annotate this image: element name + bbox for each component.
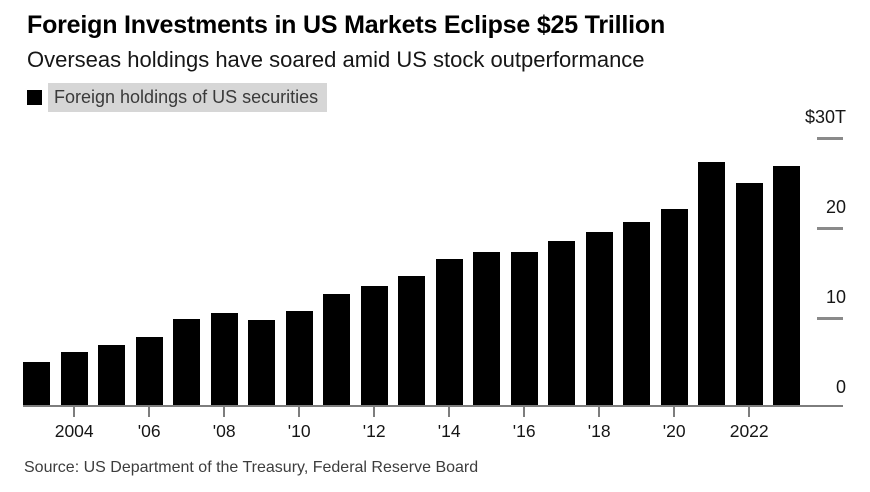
bar-2006: [135, 336, 163, 406]
axis-baseline: [23, 405, 843, 407]
bar-2008: [210, 313, 238, 406]
source-note: Source: US Department of the Treasury, F…: [24, 459, 479, 476]
bar-2023: [773, 165, 801, 406]
x-axis-tick-2004: [73, 407, 76, 417]
bar-2009: [248, 319, 276, 406]
x-axis-label-2022: 2022: [729, 421, 769, 441]
x-axis-tick-2014: [448, 407, 451, 417]
x-axis-label-2014: '14: [437, 421, 461, 441]
x-axis-tick-2010: [298, 407, 301, 417]
page-subtitle: Overseas holdings have soared amid US st…: [27, 47, 645, 72]
y-axis-label-30: $30T: [804, 107, 846, 127]
x-axis-tick-2018: [598, 407, 601, 417]
bar-2014: [435, 259, 463, 406]
bar-2020: [660, 208, 688, 406]
bar-2012: [360, 286, 388, 406]
y-axis-label-20: 20: [825, 197, 846, 217]
x-axis-label-2020: '20: [662, 421, 686, 441]
bar-2003: [23, 361, 51, 406]
bar-2021: [698, 162, 726, 406]
bar-2017: [548, 241, 576, 406]
bar-2016: [510, 252, 538, 406]
y-axis-tick-30: [817, 137, 843, 140]
x-axis-label-2016: '16: [512, 421, 536, 441]
bar-2005: [98, 344, 126, 406]
bar-2007: [173, 318, 201, 406]
x-axis-label-2006: '06: [137, 421, 161, 441]
x-axis-tick-2012: [373, 407, 376, 417]
x-axis-label-2004: 2004: [54, 421, 94, 441]
bar-2019: [623, 222, 651, 406]
bar-2010: [285, 310, 313, 406]
page-title: Foreign Investments in US Markets Eclips…: [27, 11, 666, 39]
x-axis-tick-2022: [748, 407, 751, 417]
bar-2013: [398, 276, 426, 406]
y-axis-label-10: 10: [825, 287, 846, 307]
x-axis-tick-2008: [223, 407, 226, 417]
y-axis-tick-20: [817, 227, 843, 230]
x-axis-label-2012: '12: [362, 421, 386, 441]
bar-2011: [323, 294, 351, 406]
y-axis-label-0: 0: [835, 377, 846, 397]
bar-2015: [473, 252, 501, 406]
y-axis-tick-10: [817, 317, 843, 320]
x-axis-tick-2016: [523, 407, 526, 417]
x-axis-label-2008: '08: [212, 421, 236, 441]
bar-2018: [585, 232, 613, 406]
bar-2004: [60, 352, 88, 406]
bar-2022: [735, 182, 763, 406]
x-axis-label-2018: '18: [587, 421, 611, 441]
x-axis-label-2010: '10: [287, 421, 311, 441]
legend-square-icon: [27, 90, 42, 105]
legend: Foreign holdings of US securities: [27, 83, 328, 112]
x-axis-tick-2006: [148, 407, 151, 417]
x-axis-tick-2020: [673, 407, 676, 417]
legend-label: Foreign holdings of US securities: [48, 83, 328, 112]
